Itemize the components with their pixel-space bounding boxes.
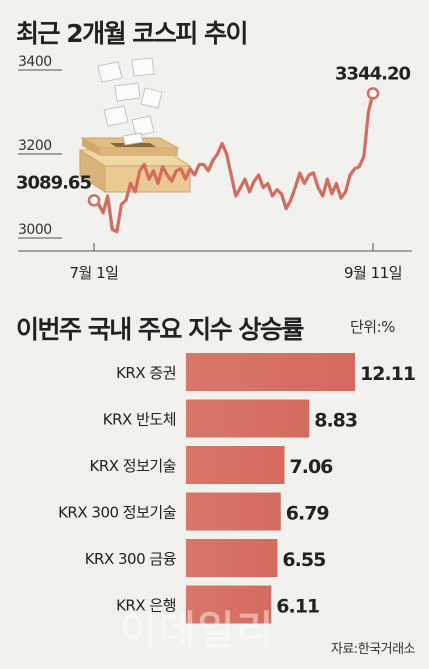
bar [186, 492, 281, 531]
x-tick-label: 9월 11일 [344, 264, 402, 282]
bar-chart-title: 이번주 국내 주요 지수 상승률 [16, 315, 304, 344]
x-tick-label: 7월 1일 [70, 264, 119, 282]
category-label: KRX 증권 [116, 364, 176, 382]
value-label: 8.83 [314, 410, 357, 432]
value-label: 6.11 [276, 596, 319, 618]
category-label: KRX 300 정보기술 [58, 504, 176, 522]
category-label: KRX 300 금융 [85, 550, 176, 568]
source-label: 자료:한국거래소 [330, 642, 416, 657]
category-label: KRX 반도체 [103, 411, 176, 429]
y-tick-label: 3000 [18, 222, 52, 238]
kospi-line-chart: 3400 3200 3000 7월 1일 9월 11일 3089.65 3344.20 [16, 54, 412, 282]
line-chart-title: 최근 2개월 코스피 추이 [16, 19, 249, 48]
y-tick-label: 3200 [18, 138, 52, 154]
unit-label: 단위:% [350, 318, 395, 336]
y-tick-label: 3400 [18, 54, 52, 70]
value-label: 6.55 [282, 549, 325, 571]
kospi-series-line [92, 91, 375, 234]
index-gain-bar-chart: KRX 증권 12.11 KRX 반도체 8.83 KRX 정보기술 7.06 KRX 30… [58, 353, 416, 624]
value-label: 12.11 [360, 363, 415, 385]
start-point [87, 194, 101, 207]
value-label: 7.06 [290, 456, 334, 478]
ballot-box-illustration [78, 57, 192, 193]
bar [186, 539, 278, 577]
category-label: KRX 정보기술 [89, 457, 176, 475]
category-label: KRX 은행 [116, 597, 176, 615]
end-point [366, 87, 380, 100]
end-value-label: 3344.20 [335, 63, 410, 84]
start-value-label: 3089.65 [16, 172, 91, 193]
bar [186, 399, 310, 438]
bar [186, 446, 285, 484]
watermark: 이데일리 [120, 608, 276, 654]
value-label: 6.79 [286, 503, 329, 525]
bar [186, 353, 355, 391]
bar [186, 585, 272, 624]
